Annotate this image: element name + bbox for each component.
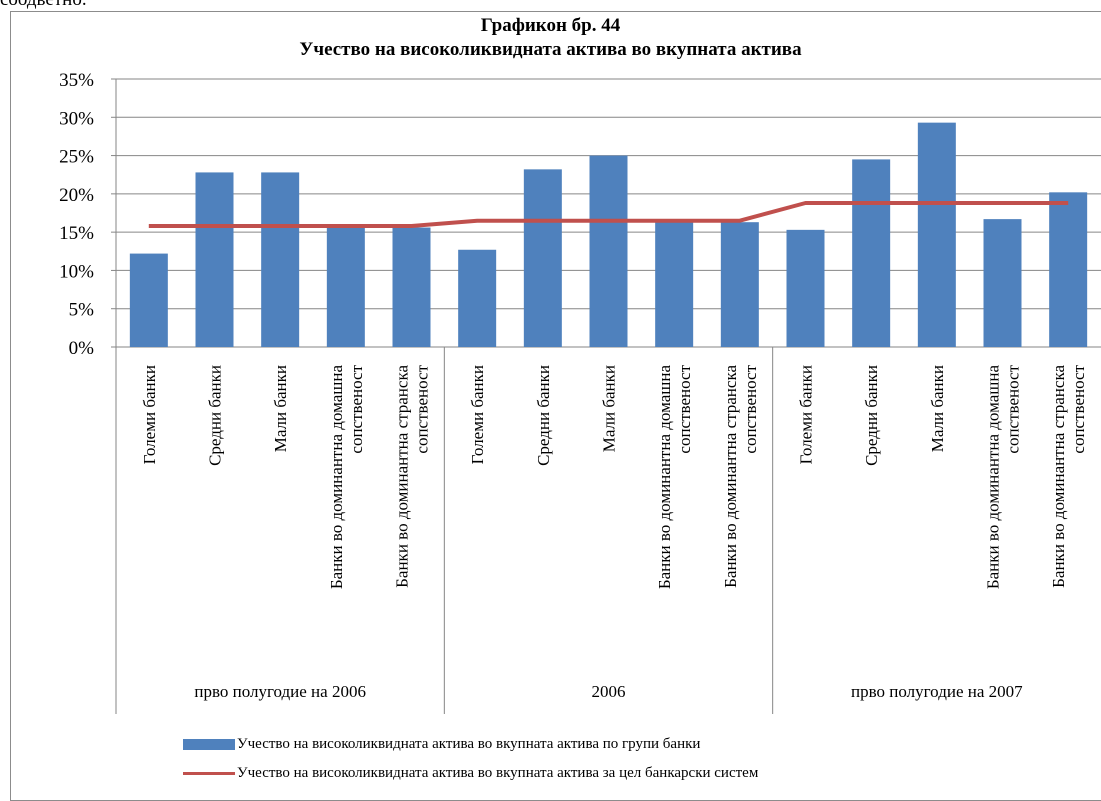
legend-label-bars: Учество на високоликвидната актива во вк… [237, 736, 701, 752]
x-tick-label: Големи банки [140, 365, 159, 464]
y-tick-label: 5% [69, 300, 95, 321]
x-tick-label: Банки во доминантна странскасопственост [1049, 364, 1088, 587]
bar [458, 249, 497, 347]
x-tick-label: Мали банки [271, 365, 290, 452]
bar [589, 155, 628, 347]
bar [917, 122, 956, 347]
chart-subtitle: Учество на високоликвидната актива во вк… [299, 39, 802, 60]
x-tick-label: Мали банки [928, 365, 947, 452]
x-tick-label: Средни банки [206, 365, 225, 466]
x-tick-label: Банки во доминантна домашнасопственост [984, 364, 1023, 589]
bar [786, 229, 825, 347]
x-tick-label: Банки во доминантна странскасопственост [721, 364, 760, 587]
legend-item-bars: Учество на високоликвидната актива во вк… [183, 736, 700, 753]
bar [129, 253, 168, 347]
bar [261, 172, 300, 347]
bar [326, 227, 365, 347]
bar [983, 219, 1022, 347]
y-tick-label: 15% [59, 223, 94, 244]
x-tick-label: Банки во доминантна домашнасопственост [327, 364, 366, 589]
group-label: прво полугодие на 2006 [194, 682, 366, 701]
y-tick-label: 30% [59, 108, 94, 129]
bar [523, 169, 562, 347]
x-tick-label: Средни банки [862, 365, 881, 466]
y-tick-label: 0% [69, 338, 95, 359]
group-label: 2006 [592, 682, 626, 701]
series-line [148, 201, 1069, 228]
y-tick-label: 20% [59, 185, 94, 206]
x-tick-label: Големи банки [797, 365, 816, 464]
legend-item-line: Учество на високоликвидната актива во вк… [183, 765, 758, 782]
bar [392, 227, 431, 347]
x-tick-label: Средни банки [534, 365, 553, 466]
y-tick-label: 10% [59, 261, 94, 282]
bar [1049, 192, 1088, 347]
x-tick-label: Банки во доминантна странскасопственост [393, 364, 432, 587]
bar [852, 159, 891, 347]
group-label: прво полугодие на 2007 [851, 682, 1023, 701]
chart-title: Графикон бр. 44 [480, 15, 621, 36]
page-text-fragment: соодветно. [0, 0, 87, 11]
bar [195, 172, 234, 347]
y-tick-label: 25% [59, 147, 94, 168]
x-tick-label: Мали банки [600, 365, 619, 452]
bar [720, 222, 759, 347]
legend-label-line: Учество на високоликвидната актива во вк… [237, 765, 759, 781]
y-tick-label: 35% [59, 70, 94, 91]
legend-swatch-bars [183, 739, 235, 750]
legend-swatch-line [183, 772, 235, 775]
x-tick-label: Големи банки [468, 365, 487, 464]
bar [655, 222, 694, 347]
x-tick-label: Банки во доминантна домашнасопственост [655, 364, 694, 589]
